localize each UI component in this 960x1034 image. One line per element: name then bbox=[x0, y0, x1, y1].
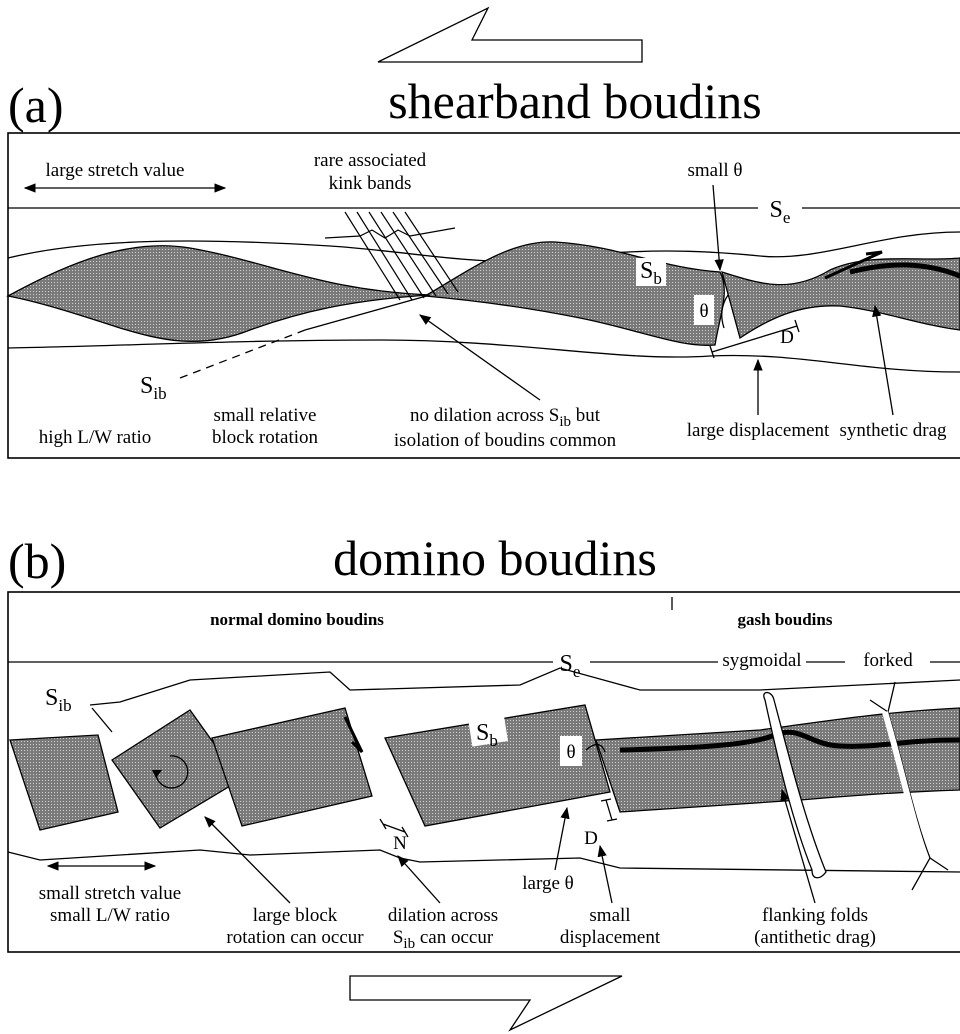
pointer bbox=[555, 808, 567, 870]
annotation: flanking folds(antithetic drag) bbox=[754, 905, 876, 948]
annotation: large θ bbox=[522, 873, 573, 894]
d-label: D bbox=[780, 327, 794, 348]
d-label: D bbox=[584, 828, 598, 849]
panel-title: domino boudins bbox=[333, 530, 657, 586]
domino-block bbox=[10, 735, 118, 830]
annotation: forked bbox=[863, 650, 913, 671]
annotation: sygmoidal bbox=[722, 650, 801, 671]
annotation: high L/W ratio bbox=[39, 427, 152, 448]
theta-label: θ bbox=[566, 742, 575, 763]
panel-label: (b) bbox=[8, 533, 66, 589]
shape bbox=[357, 212, 412, 300]
leader bbox=[92, 708, 112, 732]
annotation: dilation across bbox=[388, 905, 498, 926]
panel-title: shearband boudins bbox=[388, 73, 762, 129]
section-label: normal domino boudins bbox=[210, 610, 384, 629]
boudin bbox=[425, 242, 724, 345]
annotation: no dilation across Sib but bbox=[410, 405, 601, 430]
boudin-diagram: (a) shearband boudins Se large stretch v… bbox=[0, 0, 960, 1034]
layer-boundary bbox=[90, 668, 960, 705]
pointer bbox=[398, 856, 440, 903]
annotation: large displacement bbox=[687, 420, 830, 441]
annotation: Sib can occur bbox=[393, 927, 494, 952]
annotation: synthetic drag bbox=[839, 420, 947, 441]
domino-block bbox=[112, 710, 240, 828]
pointer bbox=[713, 185, 720, 270]
pointer bbox=[875, 306, 893, 415]
sib-label: Sib bbox=[45, 685, 72, 715]
shear-sense-arrow bbox=[378, 8, 642, 62]
section-label: gash boudins bbox=[738, 610, 833, 629]
shear-sense-arrow bbox=[350, 976, 622, 1030]
panel-label: (a) bbox=[8, 77, 64, 133]
annotation: large stretch value bbox=[46, 160, 185, 181]
se-label: Se bbox=[770, 197, 791, 227]
pointer bbox=[420, 315, 540, 400]
sib-label: Sib bbox=[140, 373, 167, 403]
se-label: Se bbox=[560, 651, 581, 681]
pointer bbox=[205, 817, 290, 903]
annotation: small θ bbox=[687, 160, 742, 181]
boudin bbox=[8, 246, 430, 342]
annotation: isolation of boudins common bbox=[394, 430, 617, 451]
displacement-bar bbox=[601, 799, 617, 821]
shape bbox=[325, 228, 455, 238]
pointer bbox=[600, 846, 612, 903]
theta-label: θ bbox=[699, 301, 708, 322]
n-label: N bbox=[393, 833, 407, 854]
layer-boundary bbox=[8, 340, 960, 372]
